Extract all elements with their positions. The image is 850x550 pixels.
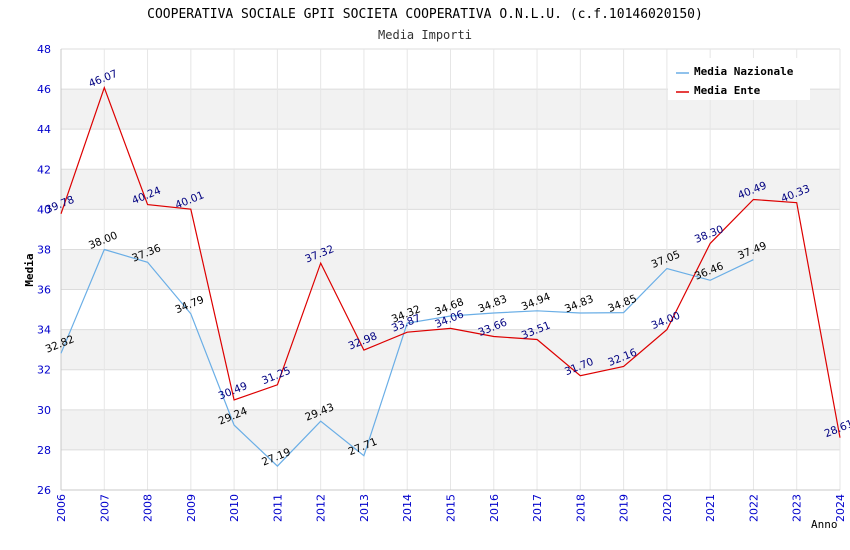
x-tick-label: 2007 bbox=[98, 494, 111, 522]
chart-title: COOPERATIVA SOCIALE GPII SOCIETA COOPERA… bbox=[147, 7, 703, 22]
x-tick-label: 2022 bbox=[747, 494, 760, 522]
y-tick-label: 42 bbox=[37, 163, 51, 176]
y-tick-label: 40 bbox=[37, 203, 51, 216]
x-tick-label: 2016 bbox=[488, 494, 501, 522]
y-tick-label: 38 bbox=[37, 243, 51, 256]
series-line-media-nazionale bbox=[60, 248, 754, 467]
x-tick-label: 2018 bbox=[574, 494, 587, 522]
y-tick-label: 36 bbox=[37, 284, 51, 297]
x-tick-label: 2011 bbox=[271, 494, 284, 522]
x-tick-label: 2021 bbox=[704, 494, 717, 522]
x-tick-label: 2010 bbox=[228, 494, 241, 522]
y-tick-label: 30 bbox=[37, 404, 51, 417]
legend-label-media-ente: Media Ente bbox=[694, 84, 761, 97]
y-tick-label: 26 bbox=[37, 484, 51, 497]
y-axis-ticks: 26 28 30 32 34 36 38 40 42 44 46 48 bbox=[37, 43, 51, 497]
x-tick-label: 2020 bbox=[661, 494, 674, 522]
legend: Media Nazionale Media Ente bbox=[668, 58, 810, 100]
x-tick-label: 2017 bbox=[531, 494, 544, 522]
x-tick-label: 2015 bbox=[445, 494, 458, 522]
x-tick-label: 2013 bbox=[358, 494, 371, 522]
x-tick-label: 2009 bbox=[185, 494, 198, 522]
legend-box bbox=[668, 58, 810, 100]
y-tick-label: 32 bbox=[37, 364, 51, 377]
x-axis-label: Anno bbox=[811, 518, 838, 531]
legend-label-media-nazionale: Media Nazionale bbox=[694, 65, 794, 78]
series-lines bbox=[60, 85, 841, 467]
y-axis-label: Media bbox=[23, 253, 36, 286]
x-tick-label: 2014 bbox=[401, 494, 414, 522]
chart-subtitle: Media Importi bbox=[378, 28, 472, 42]
y-tick-label: 46 bbox=[37, 83, 51, 96]
y-tick-label: 44 bbox=[37, 123, 51, 136]
x-axis-ticks: 2006 2007 2008 2009 2010 2011 2012 2013 2014 2015… bbox=[55, 494, 847, 522]
series-line-media-ente bbox=[60, 85, 841, 438]
x-tick-label: 2008 bbox=[142, 494, 155, 522]
x-tick-label: 2024 bbox=[834, 494, 847, 522]
y-tick-label: 48 bbox=[37, 43, 51, 56]
y-tick-label: 28 bbox=[37, 444, 51, 457]
x-tick-label: 2019 bbox=[618, 494, 631, 522]
x-tick-label: 2006 bbox=[55, 494, 68, 522]
x-tick-label: 2012 bbox=[315, 494, 328, 522]
x-tick-label: 2023 bbox=[791, 494, 804, 522]
grid-lines bbox=[60, 48, 841, 491]
y-tick-label: 34 bbox=[37, 324, 51, 337]
